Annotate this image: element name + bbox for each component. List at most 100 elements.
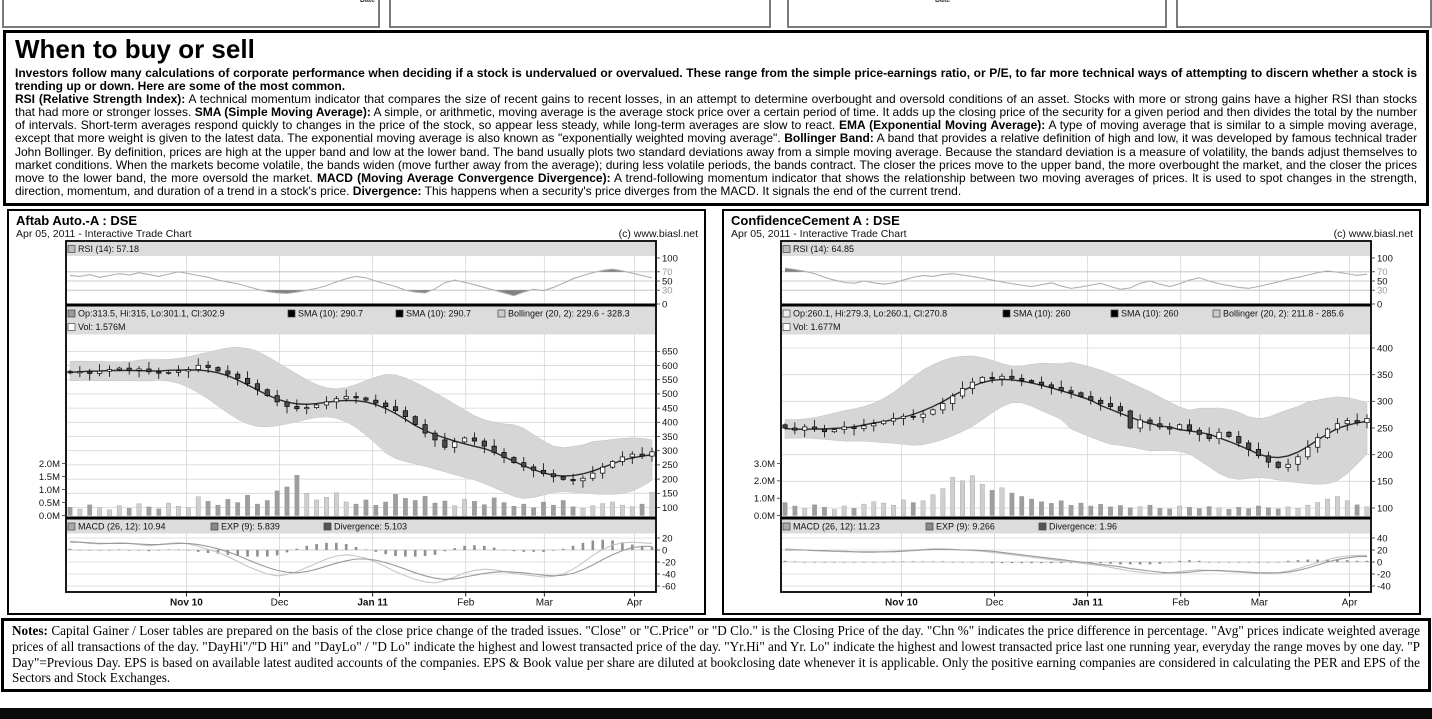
svg-text:-40: -40 (662, 569, 676, 580)
svg-text:650: 650 (662, 347, 678, 358)
svg-text:250: 250 (662, 460, 678, 471)
svg-text:RSI (14): 64.85: RSI (14): 64.85 (793, 244, 854, 254)
svg-text:400: 400 (662, 418, 678, 429)
macd-pane (782, 537, 1370, 587)
price-pane (67, 346, 655, 516)
price-pane (782, 347, 1370, 516)
cutoff-table-2 (389, 0, 771, 28)
chart-copyright: (c) www.biasl.net (1333, 227, 1413, 240)
svg-text:0.0M: 0.0M (39, 511, 60, 522)
svg-text:-40: -40 (1377, 581, 1391, 592)
pane-separator (781, 516, 1371, 520)
svg-text:Feb: Feb (457, 597, 475, 608)
chart-panel-aftab: Aftab Auto.-A : DSE Apr 05, 2011 - Inter… (7, 208, 706, 615)
svg-text:Jan 11: Jan 11 (357, 597, 388, 608)
svg-text:40: 40 (1377, 533, 1388, 544)
svg-text:500: 500 (662, 389, 678, 400)
charts-row: Aftab Auto.-A : DSE Apr 05, 2011 - Inter… (7, 208, 1427, 615)
chart-date: Apr 05, 2011 - Interactive Trade Chart (731, 227, 907, 240)
svg-text:200: 200 (1377, 450, 1393, 461)
svg-text:3.0M: 3.0M (754, 459, 775, 470)
svg-text:Divergence: 5.103: Divergence: 5.103 (334, 521, 407, 531)
cutoff-table-3-label: Date (935, 0, 951, 4)
chart-frame (65, 240, 657, 593)
svg-text:0: 0 (662, 299, 667, 310)
svg-text:20: 20 (1377, 545, 1388, 556)
cutoff-table-3: Date (787, 0, 1167, 28)
svg-text:Mar: Mar (536, 597, 554, 608)
article-box: When to buy or sell Investors follow man… (3, 30, 1429, 206)
svg-text:30: 30 (662, 285, 673, 296)
svg-text:MACD (26, 12): 11.23: MACD (26, 12): 11.23 (793, 521, 880, 531)
svg-text:0: 0 (1377, 557, 1382, 568)
legend-bar (782, 241, 1370, 256)
cutoff-table-1: Date (2, 0, 380, 28)
svg-text:SMA (10): 290.7: SMA (10): 290.7 (298, 308, 363, 318)
svg-text:Op:313.5, Hi:315, Lo:301.1, Cl: Op:313.5, Hi:315, Lo:301.1, Cl:302.9 (78, 308, 225, 318)
chart-copyright: (c) www.biasl.net (618, 227, 698, 240)
top-strip: Date Date (0, 0, 1432, 28)
svg-text:1.0M: 1.0M (39, 485, 60, 496)
svg-text:Vol: 1.677M: Vol: 1.677M (793, 322, 841, 332)
svg-text:300: 300 (1377, 397, 1393, 408)
svg-text:Bollinger (20, 2): 211.8 - 285: Bollinger (20, 2): 211.8 - 285.6 (1223, 308, 1344, 318)
svg-text:100: 100 (662, 503, 678, 514)
pane-separator (781, 303, 1371, 307)
notes-label: Notes: (12, 622, 48, 638)
svg-text:0.0M: 0.0M (754, 511, 775, 522)
svg-text:150: 150 (1377, 477, 1393, 488)
svg-text:RSI (14): 57.18: RSI (14): 57.18 (78, 244, 139, 254)
svg-text:50: 50 (662, 276, 673, 287)
svg-text:-20: -20 (1377, 569, 1391, 580)
chart-date: Apr 05, 2011 - Interactive Trade Chart (16, 227, 192, 240)
legend-bar (782, 306, 1370, 335)
svg-text:Nov 10: Nov 10 (170, 597, 203, 608)
chart-panel-confidencecement: ConfidenceCement A : DSE Apr 05, 2011 - … (722, 208, 1421, 615)
svg-text:SMA (10): 290.7: SMA (10): 290.7 (406, 308, 471, 318)
svg-text:Divergence: 1.96: Divergence: 1.96 (1049, 521, 1117, 531)
svg-text:70: 70 (1377, 267, 1388, 278)
svg-text:70: 70 (662, 267, 673, 278)
svg-text:450: 450 (662, 403, 678, 414)
rsi-pane (67, 268, 655, 297)
svg-text:-60: -60 (662, 581, 676, 592)
svg-text:2.0M: 2.0M (754, 476, 775, 487)
chart-title: ConfidenceCement A : DSE (731, 212, 900, 228)
page-title: When to buy or sell (15, 34, 255, 64)
svg-text:20: 20 (662, 533, 673, 544)
svg-text:350: 350 (1377, 370, 1393, 381)
svg-text:SMA (10): 260: SMA (10): 260 (1013, 308, 1071, 318)
svg-text:0: 0 (1377, 299, 1382, 310)
svg-text:Apr: Apr (627, 597, 643, 608)
trade-chart-aftab: RSI (14): 57.18 Op:313.5, Hi:315, Lo:301.… (39, 240, 678, 608)
svg-text:Feb: Feb (1172, 597, 1190, 608)
svg-text:600: 600 (662, 361, 678, 372)
rsi-pane (782, 267, 1370, 291)
cutoff-table-1-label: Date (359, 0, 375, 4)
svg-text:Dec: Dec (986, 597, 1004, 608)
chart-title: Aftab Auto.-A : DSE (16, 212, 138, 228)
cutoff-table-4 (1176, 0, 1432, 28)
svg-text:400: 400 (1377, 343, 1393, 354)
pane-separator (66, 516, 656, 520)
svg-text:1.0M: 1.0M (754, 493, 775, 504)
svg-text:2.0M: 2.0M (39, 459, 60, 470)
svg-text:250: 250 (1377, 423, 1393, 434)
macd-pane (67, 537, 655, 587)
svg-text:Dec: Dec (271, 597, 289, 608)
svg-text:0.5M: 0.5M (39, 498, 60, 509)
chart-frame (780, 240, 1372, 593)
svg-text:MACD (26, 12): 10.94: MACD (26, 12): 10.94 (78, 521, 166, 531)
svg-text:Jan 11: Jan 11 (1072, 597, 1103, 608)
svg-text:SMA (10): 260: SMA (10): 260 (1121, 308, 1179, 318)
svg-text:Nov 10: Nov 10 (885, 597, 918, 608)
svg-text:550: 550 (662, 375, 678, 386)
svg-text:350: 350 (662, 432, 678, 443)
trade-chart-confidencecement: RSI (14): 64.85 Op:260.1, Hi:279.3, Lo:26… (754, 240, 1393, 608)
svg-text:Op:260.1, Hi:279.3, Lo:260.1,: Op:260.1, Hi:279.3, Lo:260.1, Cl:270.8 (793, 308, 947, 318)
svg-text:100: 100 (1377, 503, 1393, 514)
svg-text:1.5M: 1.5M (39, 472, 60, 483)
svg-text:150: 150 (662, 489, 678, 500)
svg-text:Apr: Apr (1342, 597, 1358, 608)
svg-text:100: 100 (1377, 253, 1393, 264)
